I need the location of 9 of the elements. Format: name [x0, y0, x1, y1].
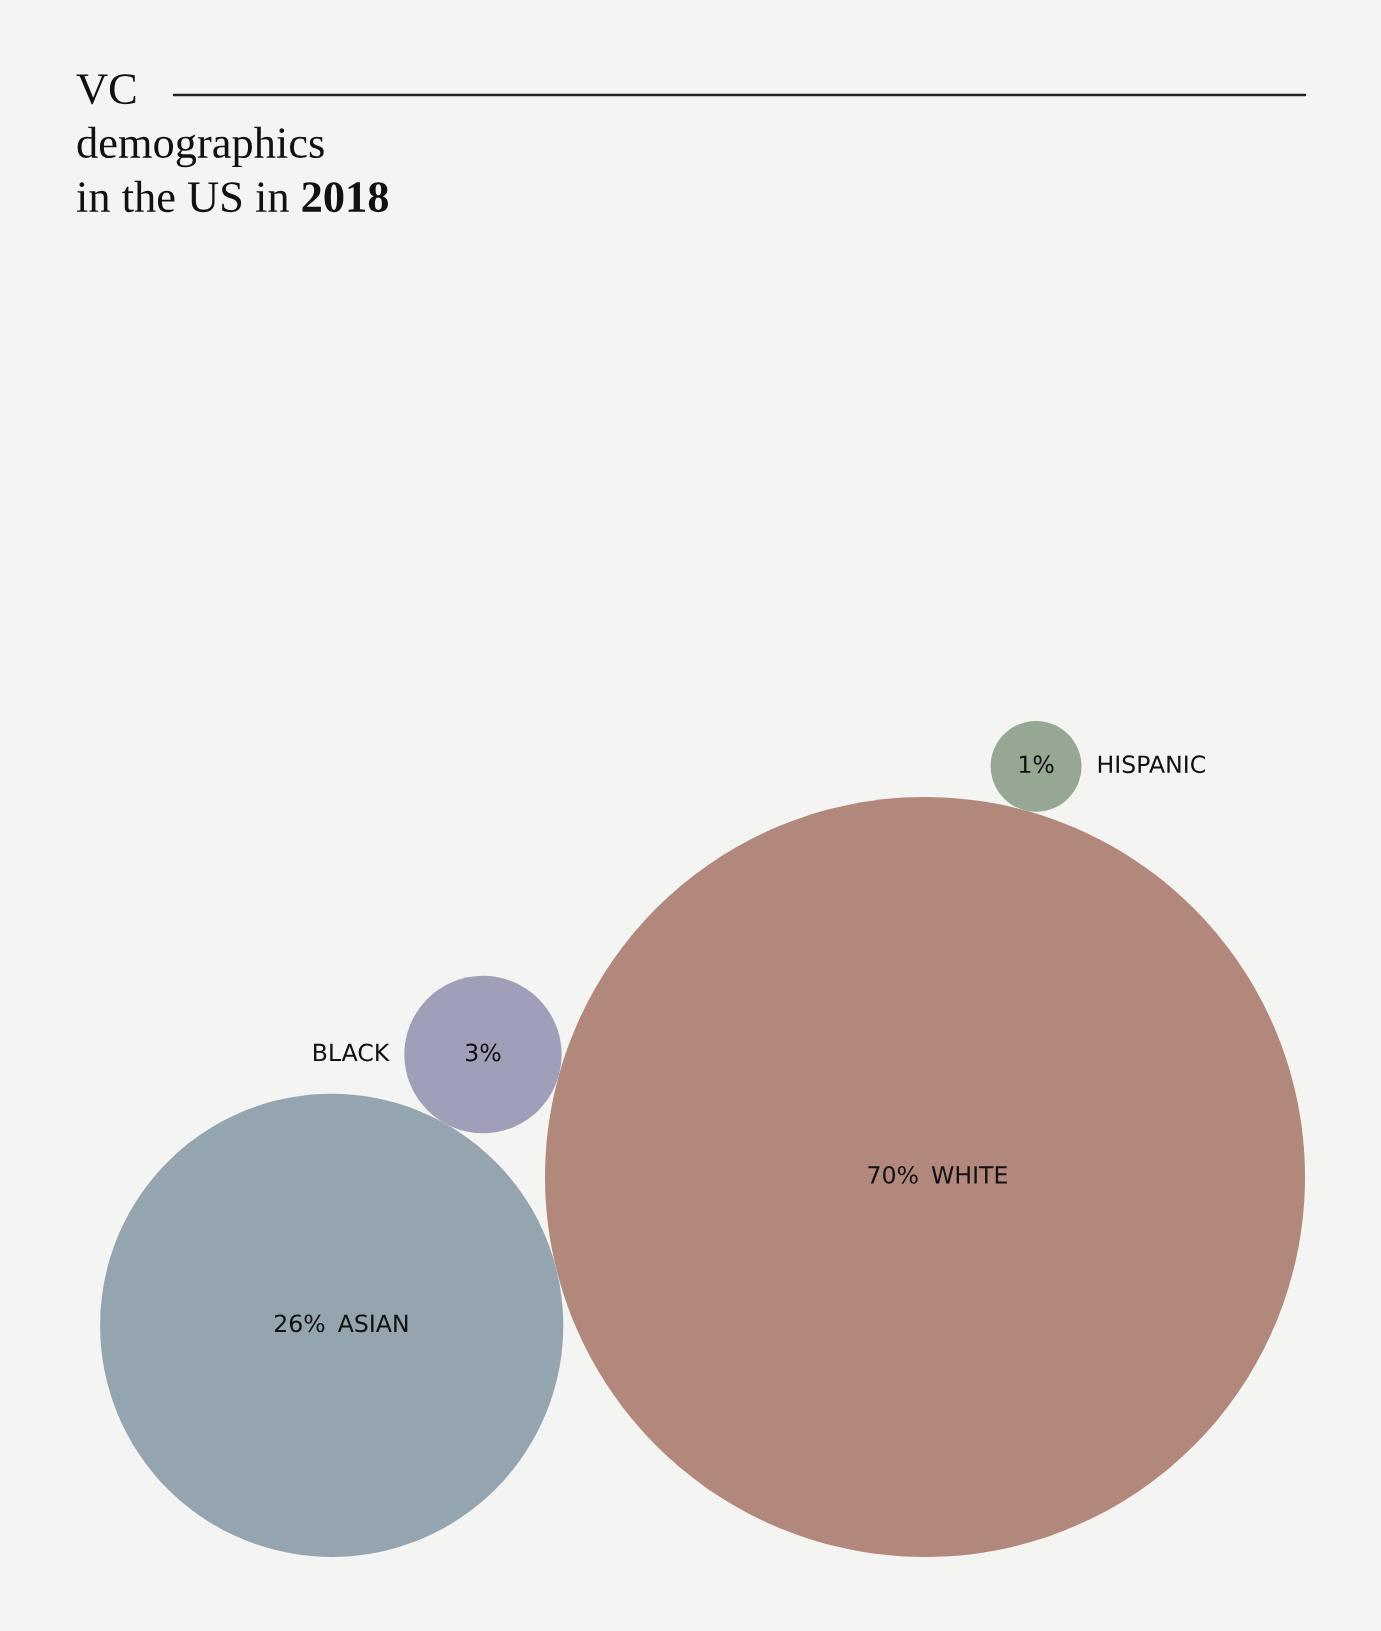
category-label: ASIAN: [337, 1314, 408, 1333]
data-label: 26%: [274, 1314, 325, 1333]
category-label: HISPANIC: [1098, 755, 1205, 774]
data-label: 3%: [466, 1043, 501, 1062]
category-label: WHITE: [931, 1166, 1007, 1184]
category-label: BLACK: [314, 1043, 390, 1062]
data-label: 1%: [1019, 755, 1054, 774]
text: VC demographics in the US in 2018: [76, 74, 389, 213]
data-label: 70%: [868, 1165, 918, 1184]
